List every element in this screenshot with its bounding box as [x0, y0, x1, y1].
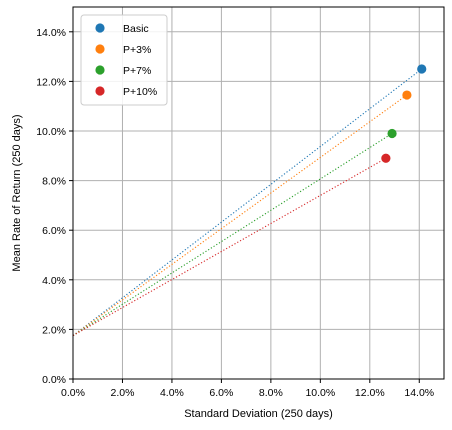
y-axis-label: Mean Rate of Return (250 days): [11, 114, 23, 271]
data-point-2: [387, 128, 397, 139]
y-tick-label: 10.0%: [36, 126, 66, 138]
y-tick-label: 2.0%: [42, 324, 66, 336]
plot-frame: [72, 6, 445, 380]
series-line-2: [72, 133, 393, 337]
x-axis-ticks: 0.0% 2.0% 4.0% 6.0% 8.0% 10.0% 12.0% 14.0%: [61, 379, 434, 399]
legend-marker-0: [95, 23, 105, 33]
x-tick-label: 12.0%: [355, 387, 385, 399]
legend-marker-3: [95, 86, 105, 96]
legend: Basic P+3% P+7% P+10%: [80, 14, 168, 106]
legend-label-1: P+3%: [123, 44, 151, 56]
data-point-0: [417, 64, 427, 74]
x-tick-label: 8.0%: [259, 387, 283, 399]
data-point-3: [381, 153, 391, 163]
x-tick-label: 2.0%: [110, 387, 134, 399]
data-point-1: [402, 90, 412, 100]
x-tick-label: 10.0%: [305, 387, 335, 399]
x-axis-label: Standard Deviation (250 days): [184, 408, 333, 420]
y-tick-label: 6.0%: [42, 225, 66, 237]
x-tick-label: 6.0%: [209, 387, 233, 399]
x-tick-label: 14.0%: [404, 387, 434, 399]
legend-marker-1: [95, 44, 105, 54]
y-tick-label: 8.0%: [42, 176, 66, 188]
series-line-0: [72, 68, 423, 337]
data-points: [381, 64, 427, 163]
legend-label-2: P+7%: [123, 65, 151, 77]
series-line-1: [72, 94, 408, 337]
y-tick-label: 4.0%: [42, 275, 66, 287]
y-tick-label: 12.0%: [36, 76, 66, 88]
x-tick-label: 4.0%: [160, 387, 184, 399]
x-tick-label: 0.0%: [61, 387, 85, 399]
y-tick-label: 0.0%: [42, 374, 66, 386]
y-tick-label: 14.0%: [36, 27, 66, 39]
legend-box: [80, 14, 168, 106]
legend-label-3: P+10%: [123, 86, 157, 98]
series-line-3: [72, 157, 387, 337]
y-axis-ticks: 0.0% 2.0% 4.0% 6.0% 8.0% 10.0% 12.0% 14.0%: [36, 27, 73, 386]
legend-label-0: Basic: [123, 23, 149, 35]
legend-marker-2: [95, 65, 105, 75]
tangent-lines: [72, 68, 423, 337]
